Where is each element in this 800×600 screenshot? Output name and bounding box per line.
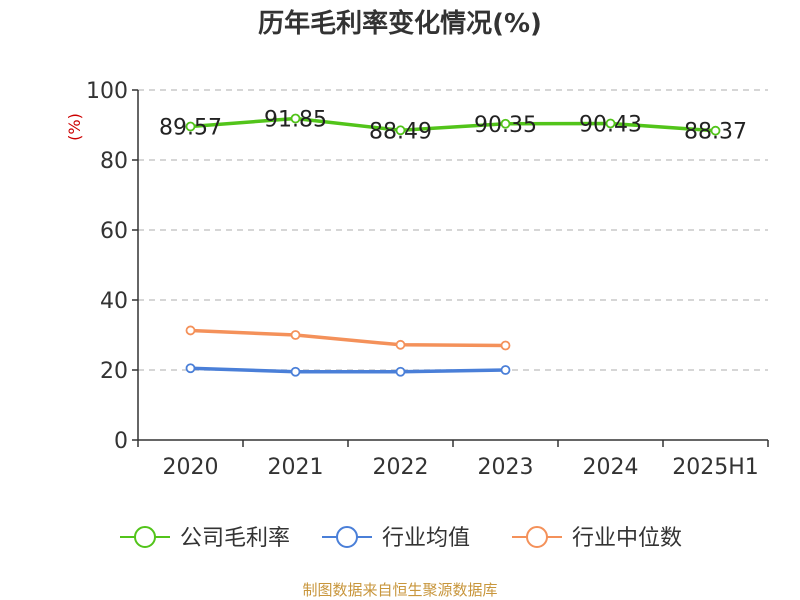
x-tick-label: 2025H1 — [672, 455, 759, 480]
data-label: 88.37 — [684, 120, 747, 145]
series-line-1 — [190, 366, 506, 374]
y-tick-label: 100 — [86, 79, 128, 104]
y-tick-label: 0 — [114, 429, 128, 454]
data-label: 90.35 — [474, 113, 537, 138]
data-label: 88.49 — [369, 119, 432, 144]
legend-marker-0 — [134, 526, 156, 548]
data-point-1 — [290, 366, 301, 377]
data-point-1 — [395, 366, 406, 377]
data-label: 90.43 — [579, 112, 642, 137]
data-point-2 — [395, 339, 406, 350]
data-point-0 — [395, 125, 406, 136]
source-note: 制图数据来自恒生聚源数据库 — [302, 581, 497, 599]
data-point-0 — [185, 121, 196, 132]
data-point-0 — [710, 125, 721, 136]
data-point-2 — [290, 330, 301, 340]
series-line-0 — [190, 116, 716, 133]
x-tick-label: 2023 — [478, 455, 534, 480]
y-tick-label: 60 — [100, 219, 128, 244]
y-tick-label: 80 — [100, 149, 128, 174]
legend-label: 公司毛利率 — [180, 526, 290, 551]
data-point-1 — [500, 365, 511, 375]
x-tick-label: 2021 — [268, 455, 324, 480]
y-tick-label: 20 — [100, 359, 128, 384]
y-axis-label: (%) — [65, 113, 84, 141]
data-point-2 — [500, 340, 511, 351]
legend-marker-1 — [336, 526, 358, 548]
x-tick-label: 2024 — [583, 455, 639, 480]
data-point-1 — [185, 363, 196, 374]
chart-title: 历年毛利率变化情况(%) — [258, 8, 542, 39]
legend-label: 行业均值 — [382, 526, 470, 551]
x-tick-label: 2022 — [373, 455, 429, 480]
x-tick-label: 2020 — [163, 455, 219, 480]
legend-label: 行业中位数 — [572, 526, 682, 551]
data-point-2 — [185, 325, 196, 336]
data-point-0 — [290, 113, 301, 124]
legend-marker-2 — [526, 526, 548, 548]
data-label: 89.57 — [159, 116, 222, 141]
series-line-2 — [190, 328, 506, 348]
data-point-0 — [500, 118, 511, 129]
y-tick-label: 40 — [100, 289, 128, 314]
data-point-0 — [605, 118, 616, 129]
data-label: 91.85 — [264, 108, 327, 133]
